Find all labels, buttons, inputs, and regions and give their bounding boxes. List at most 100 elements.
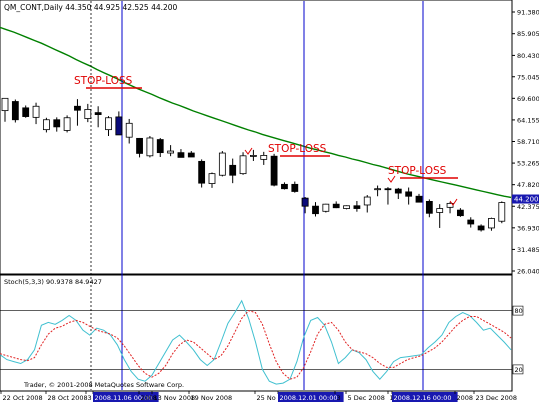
candle-body (208, 173, 216, 184)
candle-body (167, 150, 175, 154)
stochastic-levels: 80 20 (0, 305, 524, 375)
candle (11, 99, 19, 123)
candle (332, 201, 340, 209)
time-highlight-box (93, 392, 159, 402)
stoch-main-line (0, 299, 512, 385)
candle (488, 217, 495, 231)
time-label: 19 Nov 2008 (191, 394, 233, 402)
time-label: 13 Nov 2008 (154, 394, 196, 402)
copyright-text: Trader, © 2001-2008 MetaQuotes Software … (23, 381, 184, 389)
stoch-level-label: 80 (515, 307, 523, 315)
candle (353, 200, 361, 212)
price-pane[interactable] (0, 0, 513, 275)
candle-body (291, 183, 299, 192)
candle-body (94, 112, 102, 115)
candle (477, 224, 485, 232)
candle-body (177, 152, 185, 158)
time-label: 3 (88, 394, 92, 402)
candle-body (74, 105, 81, 111)
candle (394, 187, 402, 200)
price-tick-label: 85.905 (517, 30, 539, 38)
candle-body (146, 137, 154, 157)
candle-body (22, 107, 30, 117)
candle-body (281, 183, 288, 190)
current-price-badge: 44.200 (512, 194, 539, 204)
vertical-markers (90, 1, 424, 390)
candle (260, 151, 268, 165)
candle-body (436, 208, 444, 213)
trade-check-arrow (244, 147, 253, 155)
candle (43, 117, 50, 133)
candle (281, 182, 288, 190)
candle-body (84, 109, 92, 119)
stop-loss-annotations: STOP-LOSS STOP-LOSS STOP-LOSS (74, 75, 458, 179)
indicator-pane[interactable] (0, 274, 513, 392)
candle-body (156, 139, 164, 154)
candle-body (467, 219, 475, 225)
candle (415, 193, 423, 203)
candle-body (125, 122, 133, 138)
candle (156, 137, 164, 157)
price-scale: 91.380 85.905 80.430 75.045 69.600 64.155 58.7… (512, 9, 539, 276)
candle-body (353, 205, 361, 209)
candle (467, 217, 475, 228)
time-label: 3 (337, 394, 341, 402)
candle (63, 115, 71, 133)
candle (405, 187, 413, 205)
candle (1, 97, 9, 122)
stochastic-label: Stoch(5,3,3) 90.9378 84.9427 (4, 278, 102, 286)
candle (94, 106, 102, 128)
candle-body (415, 195, 423, 203)
candle (374, 185, 382, 197)
candle (291, 181, 299, 193)
candle-body (405, 191, 413, 197)
candle-body (312, 205, 319, 215)
price-tick-label: 42.375 (517, 203, 539, 211)
price-tick-label: 69.600 (517, 95, 539, 103)
candle-body (498, 202, 506, 222)
candle-body (425, 200, 433, 214)
candle-body (322, 203, 330, 212)
time-label: 22 Oct 2008 (3, 394, 43, 402)
candle-body (53, 119, 61, 128)
price-tick-label: 80.430 (517, 52, 539, 60)
candle-body (218, 152, 226, 176)
trade-check-arrow (449, 198, 458, 206)
candle-body (456, 209, 464, 217)
candle-body (477, 225, 485, 231)
price-tick-label: 47.820 (517, 181, 539, 189)
candle (136, 137, 143, 158)
time-highlight-label: 2008.11.06 00:00 (95, 394, 153, 402)
stochastic-lines (0, 299, 512, 385)
trade-arrows (244, 147, 458, 206)
candle (343, 205, 350, 210)
candle-body (11, 101, 19, 121)
price-tick-label: 75.045 (517, 73, 539, 81)
candle (22, 105, 30, 118)
price-tick-label: 26.040 (517, 268, 539, 276)
time-highlight-label: 2008.12.01 00:00 (280, 394, 338, 402)
candle (312, 202, 319, 217)
candle (198, 159, 206, 188)
candle-body (394, 188, 402, 194)
time-label: 23 Dec 2008 (476, 394, 518, 402)
stoch-signal-line (0, 310, 512, 380)
current-price-label: 44.200 (514, 196, 539, 204)
candle-body (343, 205, 350, 209)
time-label: 28 Oct 2008 (48, 394, 88, 402)
candle-body (105, 117, 112, 131)
candle-body (363, 196, 371, 206)
time-label: 5 Dec 2008 (348, 394, 385, 402)
highlighted-candle (301, 197, 309, 207)
stop-loss-label: STOP-LOSS (268, 143, 327, 155)
price-tick-label: 31.485 (517, 246, 539, 254)
price-tick-label: 64.155 (517, 116, 539, 124)
candle (456, 208, 464, 217)
stoch-level-label: 20 (515, 366, 523, 374)
stoch-level-box (512, 364, 524, 375)
candle-body (488, 218, 495, 229)
stoch-level-box (512, 305, 524, 316)
candle-body (198, 160, 206, 184)
candle (177, 149, 185, 158)
